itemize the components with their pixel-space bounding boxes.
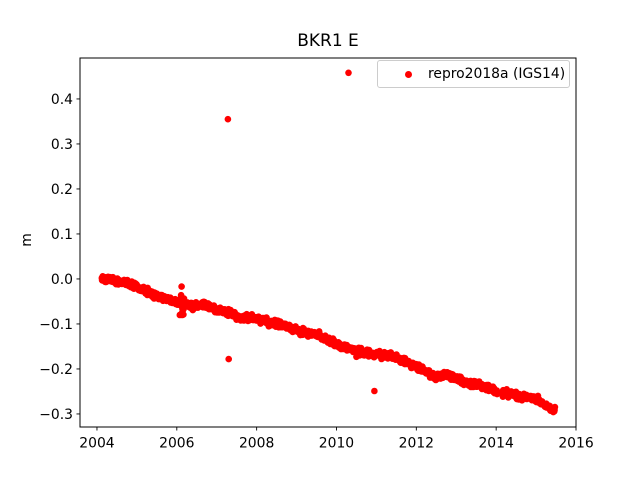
chart-title: BKR1 E [297, 31, 359, 51]
svg-text:0.1: 0.1 [51, 227, 73, 243]
svg-text:−0.2: −0.2 [39, 362, 73, 378]
svg-text:0.2: 0.2 [51, 182, 73, 198]
svg-text:2010: 2010 [319, 436, 354, 452]
svg-text:0.0: 0.0 [51, 272, 73, 288]
svg-text:0.4: 0.4 [51, 92, 73, 108]
legend-box: repro2018a (IGS14) [377, 60, 570, 88]
svg-text:2012: 2012 [399, 436, 434, 452]
svg-text:−0.3: −0.3 [39, 407, 73, 423]
scatter-points [98, 69, 559, 416]
svg-text:2014: 2014 [478, 436, 514, 452]
svg-text:2008: 2008 [239, 436, 274, 452]
svg-text:2006: 2006 [159, 436, 194, 452]
svg-text:−0.1: −0.1 [39, 317, 73, 333]
x-axis-ticks: 2004 2006 2008 2010 2012 2014 2016 [79, 427, 594, 452]
axes-spines [79, 57, 577, 428]
legend-marker-dot-icon [405, 70, 412, 78]
y-axis-ticks: 0.4 0.3 0.2 0.1 0.0 −0.1 −0.2 −0.3 [39, 92, 80, 423]
svg-text:0.3: 0.3 [51, 137, 73, 153]
svg-text:2004: 2004 [79, 436, 115, 452]
svg-text:2016: 2016 [558, 436, 593, 452]
legend-entry-label: repro2018a (IGS14) [428, 66, 566, 82]
